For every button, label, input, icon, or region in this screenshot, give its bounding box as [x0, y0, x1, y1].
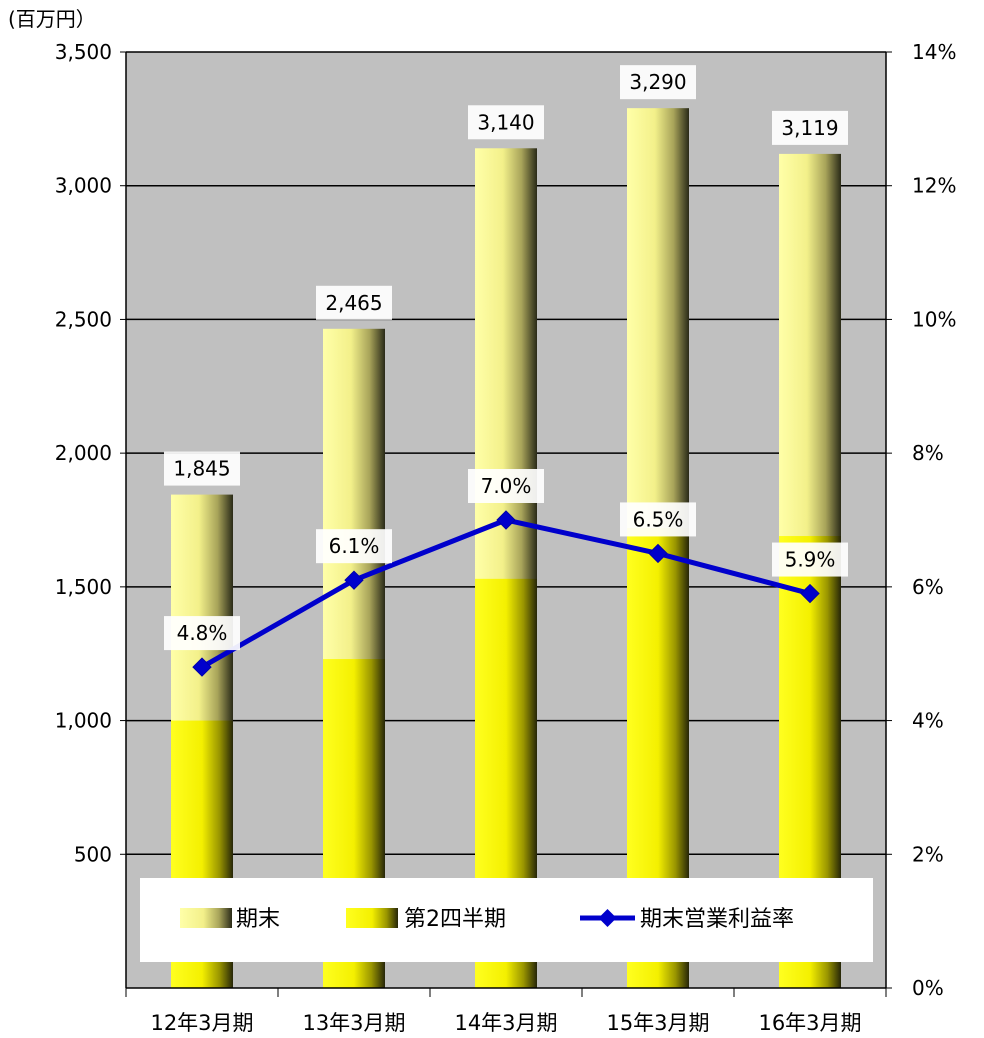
profit-rate-label-box	[164, 616, 240, 651]
profit-rate-label-box	[316, 529, 392, 564]
legend-label-profit-rate: 期末営業利益率	[640, 907, 794, 932]
right-axis-tick-label: 8%	[912, 441, 944, 465]
profit-rate-label-text: 7.0%	[481, 474, 532, 498]
bar-value-label-text: 3,119	[781, 116, 838, 140]
profit-rate-label-text: 4.8%	[177, 621, 228, 645]
legend-swatch-period-end	[180, 908, 232, 928]
legend-label-second-quarter: 第2四半期	[404, 907, 506, 932]
left-axis-tick-label: 1,000	[55, 709, 112, 733]
right-axis-tick-label: 2%	[912, 842, 944, 866]
bar-value-label-box	[164, 451, 240, 486]
profit-rate-label-text: 5.9%	[785, 548, 836, 572]
bar-value-label: 3,140	[468, 105, 544, 140]
bar-value-label: 1,845	[164, 451, 240, 486]
profit-rate-label-text: 6.5%	[633, 507, 684, 531]
x-axis-category-label: 15年3月期	[606, 1011, 709, 1035]
bar-value-label-text: 2,465	[325, 291, 382, 315]
legend-swatch-second-quarter	[346, 908, 398, 928]
profit-rate-marker	[800, 583, 820, 604]
right-axis-tick-label: 10%	[912, 307, 956, 331]
left-axis-unit: (百万円）	[8, 7, 96, 31]
bar-value-label-box	[316, 285, 392, 320]
profit-rate-marker	[192, 657, 212, 677]
left-axis-tick-label: 1,500	[55, 575, 112, 599]
left-axis-tick-label: 3,000	[55, 174, 112, 198]
right-axis-tick-label: 0%	[912, 976, 944, 1000]
left-axis-tick-label: 3,500	[55, 40, 112, 64]
bar-value-label-box	[772, 110, 848, 145]
right-axis-tick-label: 12%	[912, 174, 956, 198]
profit-rate-label: 6.5%	[620, 502, 696, 537]
profit-rate-label: 4.8%	[164, 616, 240, 651]
right-axis-tick-label: 6%	[912, 575, 944, 599]
profit-rate-label: 7.0%	[468, 469, 544, 503]
left-axis-tick-label: 500	[74, 842, 112, 866]
profit-rate-marker	[344, 570, 364, 590]
profit-rate-marker	[648, 543, 668, 564]
x-axis-category-label: 13年3月期	[302, 1011, 405, 1035]
bar-value-label-text: 3,290	[629, 70, 686, 94]
bar-value-label-box	[468, 105, 544, 140]
left-axis-tick-label: 2,000	[55, 441, 112, 465]
bar-value-label: 2,465	[316, 285, 392, 320]
axes: 500 1,000 1,500 2,000 2,500 3,000 3,500 0% 2% 4% 6…	[55, 40, 957, 1035]
profit-rate-label-box	[468, 469, 544, 503]
right-axis-tick-label: 14%	[912, 40, 956, 64]
right-axis-tick-label: 4%	[912, 709, 944, 733]
profit-rate-label-box	[772, 542, 848, 577]
bar-value-label-text: 3,140	[477, 110, 534, 134]
legend: 期末 第2四半期 期末営業利益率	[140, 878, 873, 962]
profit-rate-label-box	[620, 502, 696, 537]
profit-rate-label-text: 6.1%	[329, 534, 380, 558]
profit-rate-label: 6.1%	[316, 529, 392, 564]
bar-value-label: 3,290	[620, 65, 696, 100]
profit-rate-label: 5.9%	[772, 542, 848, 577]
profit-rate-line	[192, 510, 820, 677]
bar-value-label: 3,119	[772, 110, 848, 145]
bar-value-label-box	[620, 65, 696, 100]
data-labels: 1,845 2,465 3,140 3,290 3,119 4.8% 6.1% 7.0% 6.5…	[164, 65, 848, 651]
x-axis-category-label: 12年3月期	[150, 1011, 253, 1035]
left-axis-tick-label: 2,500	[55, 307, 112, 331]
legend-swatch-profit-rate-marker	[598, 909, 617, 927]
x-axis-category-label: 14年3月期	[454, 1011, 557, 1035]
profit-rate-marker	[496, 510, 516, 530]
legend-label-period-end: 期末	[236, 907, 280, 932]
x-axis-category-label: 16年3月期	[758, 1011, 861, 1035]
bar-value-label-text: 1,845	[173, 457, 230, 481]
